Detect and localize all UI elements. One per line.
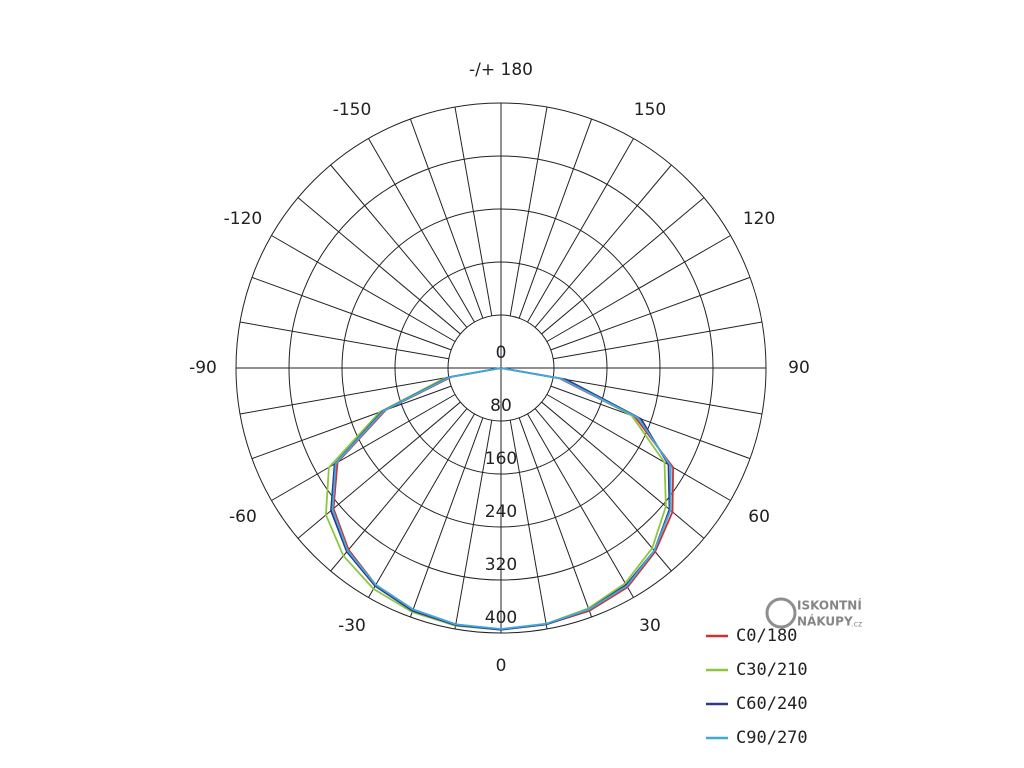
legend-label: C0/180	[736, 626, 797, 646]
series-line	[331, 367, 672, 630]
r-tick-label: 0	[496, 343, 507, 363]
angle-tick-label: 90	[788, 358, 810, 378]
ring-grid-line	[341, 208, 661, 528]
r-tick-label: 400	[485, 608, 517, 628]
angle-tick-label: -30	[338, 616, 366, 636]
angle-tick-label: 30	[639, 616, 661, 636]
r-tick-label: 240	[485, 502, 517, 522]
r-tick-label: 320	[485, 555, 517, 575]
angle-tick-label: 150	[634, 100, 666, 120]
angle-tick-label: -90	[189, 358, 217, 378]
watermark-line1: ISKONTNÍ	[797, 598, 862, 613]
watermark-line2: NÁKUPY	[797, 614, 853, 629]
r-tick-label: 80	[490, 396, 512, 416]
ring-grid-line	[235, 102, 767, 634]
watermark-icon	[765, 597, 797, 629]
ring-grid-line	[447, 314, 555, 422]
angle-tick-label: -120	[224, 209, 263, 229]
grid	[235, 102, 767, 634]
legend-label: C60/240	[736, 694, 808, 714]
angle-tick-label: 0	[496, 656, 507, 676]
angle-tick-label: -/+ 180	[469, 60, 533, 80]
legend-label: C90/270	[736, 728, 808, 748]
angle-tick-label: -150	[333, 100, 372, 120]
angle-tick-label: -60	[229, 507, 257, 527]
legend-label: C30/210	[736, 660, 808, 680]
angle-tick-label: 120	[743, 209, 775, 229]
angle-tick-label: 60	[748, 507, 770, 527]
watermark: ISKONTNÍ NÁKUPY .cz	[765, 597, 862, 629]
watermark-suffix: .cz	[851, 620, 862, 629]
ring-grid-line	[394, 261, 608, 475]
ring-grid-line	[288, 155, 714, 581]
r-tick-label: 160	[485, 449, 517, 469]
